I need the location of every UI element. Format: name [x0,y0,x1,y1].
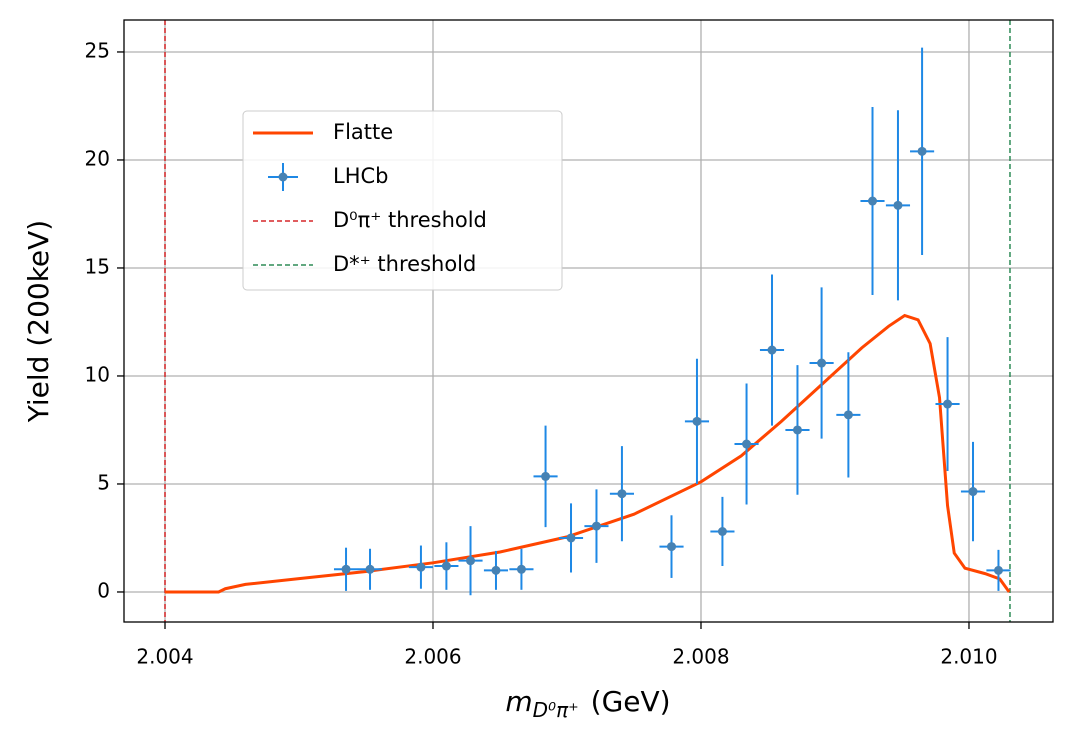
data-point [868,196,878,206]
y-tick-label: 5 [97,470,110,494]
data-point [843,410,853,420]
data-point [491,565,501,575]
data-point [792,425,802,435]
plot [164,20,1011,622]
y-tick-label: 20 [85,146,110,170]
data-point [416,562,426,572]
data-point [617,489,627,499]
y-tick-label: 25 [85,38,110,62]
x-label-symbol: m [505,685,532,718]
data-point [441,561,451,571]
legend-label: D*⁺ threshold [333,252,476,276]
x-label-unit: (GeV) [591,685,671,718]
axes-frame [123,19,1054,623]
legend-marker [278,172,288,182]
x-tick-label: 2.006 [404,645,461,669]
legend-label: D⁰π⁺ threshold [333,208,487,232]
x-axis-label: mD⁰π⁺ (GeV) [505,685,670,722]
data-point [365,564,375,574]
data-point [566,533,576,543]
data-point [767,345,777,355]
x-tick-label: 2.004 [136,645,193,669]
data-point [541,471,551,481]
data-point [692,416,702,426]
legend-box [242,110,563,291]
data-point [717,526,727,536]
y-tick-label: 15 [85,254,110,278]
ticks: 2.004 2.006 2.008 2.010 0 5 10 15 20 25 [85,38,998,668]
y-tick-label: 10 [85,362,110,386]
data-point [516,564,526,574]
data-point [943,399,953,409]
data-point [893,200,903,210]
data-point [466,556,476,566]
data-point [742,439,752,449]
legend: Flatte LHCb D⁰π⁺ threshold D*⁺ threshold [242,110,563,291]
data-point [341,564,351,574]
data-point [591,521,601,531]
y-axis-label: Yield (200keV) [22,220,55,423]
flatte-curve [165,313,1011,594]
data-point [817,358,827,368]
legend-label: LHCb [333,164,388,188]
data-point [993,565,1003,575]
y-tick-label: 0 [97,578,110,602]
legend-label: Flatte [333,120,393,144]
data-point [667,542,677,552]
x-label-subscript: D⁰π⁺ [533,698,579,722]
data-point [917,146,927,156]
x-tick-label: 2.008 [672,645,729,669]
x-tick-label: 2.010 [940,645,997,669]
grid [124,20,1053,622]
data-point [968,487,978,497]
